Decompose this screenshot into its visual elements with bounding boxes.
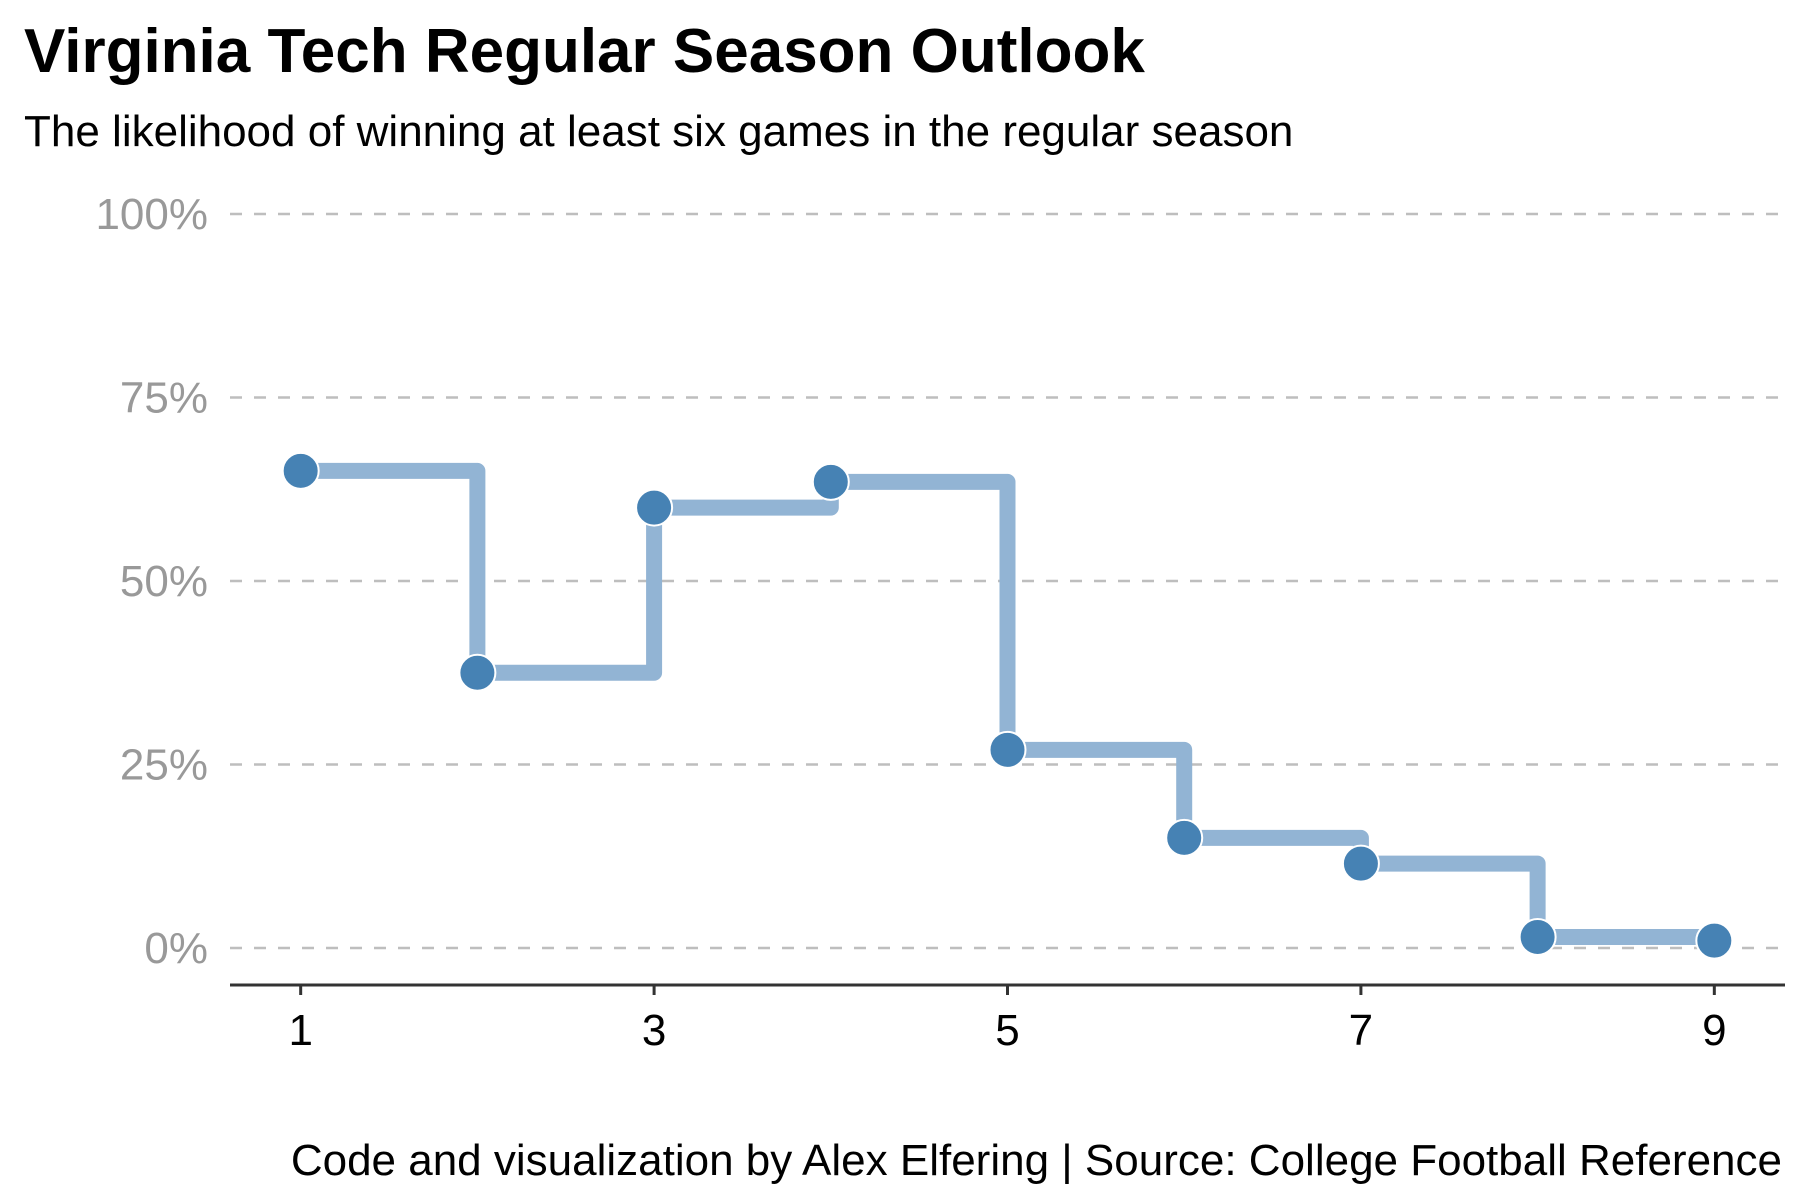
data-points bbox=[281, 451, 1734, 960]
step-line bbox=[300, 462, 1723, 945]
x-tick-label: 1 bbox=[288, 1006, 312, 1055]
chart-caption: Code and visualization by Alex Elfering … bbox=[291, 1136, 1782, 1185]
step-series bbox=[300, 462, 1723, 945]
y-tick-label: 25% bbox=[120, 741, 208, 790]
data-point bbox=[1518, 917, 1557, 956]
data-point bbox=[458, 653, 497, 692]
x-tick-label: 9 bbox=[1702, 1006, 1726, 1055]
x-axis-tick-labels: 1 3 5 7 9 bbox=[288, 985, 1727, 1055]
data-point bbox=[988, 730, 1027, 769]
data-point bbox=[1695, 921, 1734, 960]
y-tick-label: 75% bbox=[120, 374, 208, 423]
y-tick-label: 100% bbox=[95, 190, 208, 239]
chart-title: Virginia Tech Regular Season Outlook bbox=[24, 17, 1145, 86]
x-tick-label: 5 bbox=[995, 1006, 1019, 1055]
y-tick-label: 0% bbox=[144, 924, 208, 973]
y-axis-tick-labels: 0% 25% 50% 75% 100% bbox=[95, 190, 208, 973]
data-point bbox=[811, 462, 850, 501]
data-point bbox=[635, 488, 674, 527]
data-point bbox=[1341, 844, 1380, 883]
y-tick-label: 50% bbox=[120, 557, 208, 606]
data-point bbox=[281, 451, 320, 490]
chart-subtitle: The likelihood of winning at least six g… bbox=[24, 107, 1293, 156]
data-point bbox=[1165, 818, 1204, 857]
x-tick-label: 3 bbox=[642, 1006, 666, 1055]
x-tick-label: 7 bbox=[1349, 1006, 1373, 1055]
